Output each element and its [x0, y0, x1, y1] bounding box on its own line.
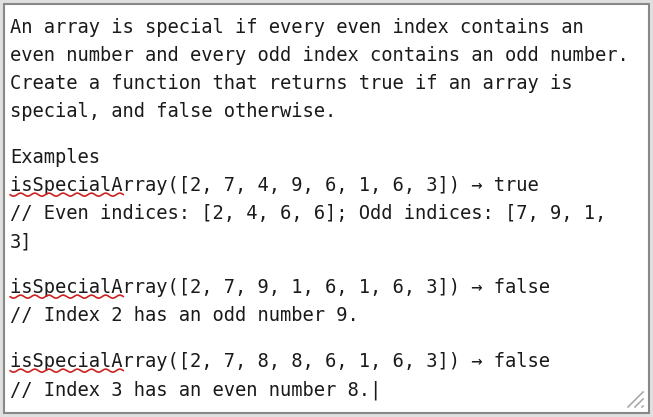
- Text: // Index 3 has an even number 8.|: // Index 3 has an even number 8.|: [10, 380, 381, 399]
- Text: special, and false otherwise.: special, and false otherwise.: [10, 102, 336, 121]
- Text: 3]: 3]: [10, 232, 33, 251]
- Text: isSpecialArray([2, 7, 4, 9, 6, 1, 6, 3]) → true: isSpecialArray([2, 7, 4, 9, 6, 1, 6, 3])…: [10, 176, 539, 195]
- Text: // Index 2 has an odd number 9.: // Index 2 has an odd number 9.: [10, 306, 358, 325]
- Text: An array is special if every even index contains an: An array is special if every even index …: [10, 18, 584, 37]
- Text: isSpecialArray([2, 7, 9, 1, 6, 1, 6, 3]) → false: isSpecialArray([2, 7, 9, 1, 6, 1, 6, 3])…: [10, 278, 550, 297]
- Text: Create a function that returns true if an array is: Create a function that returns true if a…: [10, 74, 573, 93]
- Text: // Even indices: [2, 4, 6, 6]; Odd indices: [7, 9, 1,: // Even indices: [2, 4, 6, 6]; Odd indic…: [10, 204, 606, 223]
- Text: Examples: Examples: [10, 148, 100, 167]
- Text: even number and every odd index contains an odd number.: even number and every odd index contains…: [10, 46, 629, 65]
- Text: isSpecialArray([2, 7, 8, 8, 6, 1, 6, 3]) → false: isSpecialArray([2, 7, 8, 8, 6, 1, 6, 3])…: [10, 352, 550, 371]
